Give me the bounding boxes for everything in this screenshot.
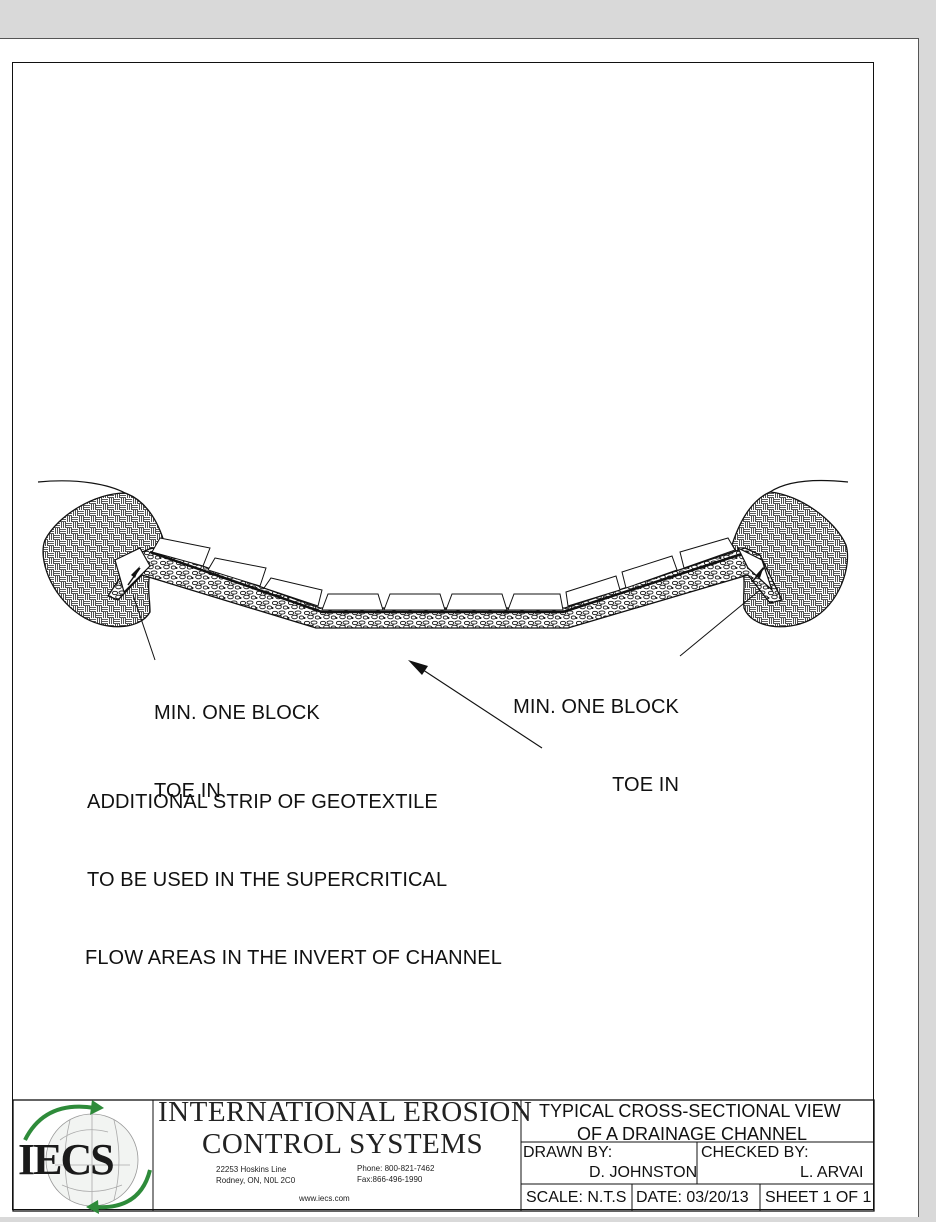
checked-by-label: CHECKED BY: <box>701 1144 809 1161</box>
toe-block-left <box>114 547 151 594</box>
right-anchor-soil <box>731 491 849 628</box>
company-website: www.iecs.com <box>299 1194 350 1203</box>
block-right-3 <box>679 537 736 569</box>
leader-left <box>132 594 156 661</box>
ground-line-right <box>769 479 849 493</box>
drawn-by-value: D. JOHNSTON <box>589 1164 698 1181</box>
block-right-2 <box>621 555 678 589</box>
date-field: DATE: 03/20/13 <box>636 1189 749 1206</box>
toe-in-note-right: MIN. ONE BLOCK TOE IN <box>499 642 679 824</box>
toe-in-note-right-line1: MIN. ONE BLOCK <box>513 696 679 718</box>
geotextile-note-line2: TO BE USED IN THE SUPERCRITICAL <box>87 869 448 891</box>
drawn-by-label: DRAWN BY: <box>523 1144 613 1161</box>
toe-arrow-left-head <box>131 566 140 578</box>
ground-line-left <box>37 480 126 494</box>
toe-arrow-right-head <box>756 566 764 578</box>
toe-in-note-left-line1: MIN. ONE BLOCK <box>154 702 320 724</box>
block-right-1 <box>565 575 621 607</box>
block-bottom-1 <box>321 593 384 611</box>
toe-in-note-left-line2: TOE IN <box>154 780 221 802</box>
drawing-border <box>12 62 874 1210</box>
drawing-title-line1: TYPICAL CROSS-SECTIONAL VIEW <box>539 1101 841 1121</box>
geotextile-leader <box>413 663 543 749</box>
toe-in-note-left: MIN. ONE BLOCK TOE IN <box>154 648 320 830</box>
block-left-2 <box>207 557 267 587</box>
company-name-line1: INTERNATIONAL EROSION <box>158 1096 533 1128</box>
gravel-bedding <box>107 547 783 629</box>
leader-right <box>679 589 761 657</box>
iecs-logo-text: IECS <box>18 1135 115 1184</box>
company-phone-fax: Phone: 800-821-7462 Fax:866-496-1990 <box>357 1164 435 1184</box>
geotextile-note: ADDITIONAL STRIP OF GEOTEXTILE TO BE USE… <box>85 737 502 997</box>
iecs-logo-icon <box>23 1100 152 1214</box>
geotextile-note-line1: ADDITIONAL STRIP OF GEOTEXTILE <box>87 791 438 813</box>
geotextile-line <box>149 550 749 614</box>
company-address: 22253 Hoskins Line Rodney, ON, N0L 2C0 <box>216 1165 296 1185</box>
drawing-title-line2: OF A DRAINAGE CHANNEL <box>577 1124 808 1144</box>
toe-block-right <box>736 546 774 593</box>
sheet-field: SHEET 1 OF 1 <box>765 1189 872 1206</box>
block-left-1 <box>151 537 211 567</box>
block-left-3 <box>263 577 323 607</box>
title-block-frame <box>12 1099 875 1212</box>
block-bottom-4 <box>507 593 564 611</box>
checked-by-value: L. ARVAI <box>800 1164 864 1181</box>
toe-in-note-right-line2: TOE IN <box>612 774 679 796</box>
geotextile-arrowhead <box>408 660 428 675</box>
block-bottom-3 <box>445 593 508 611</box>
company-name-line2: CONTROL SYSTEMS <box>202 1128 484 1160</box>
block-bottom-2 <box>383 593 446 611</box>
scale-field: SCALE: N.T.S <box>526 1189 627 1206</box>
geotextile-note-line3: FLOW AREAS IN THE INVERT OF CHANNEL <box>85 947 502 969</box>
